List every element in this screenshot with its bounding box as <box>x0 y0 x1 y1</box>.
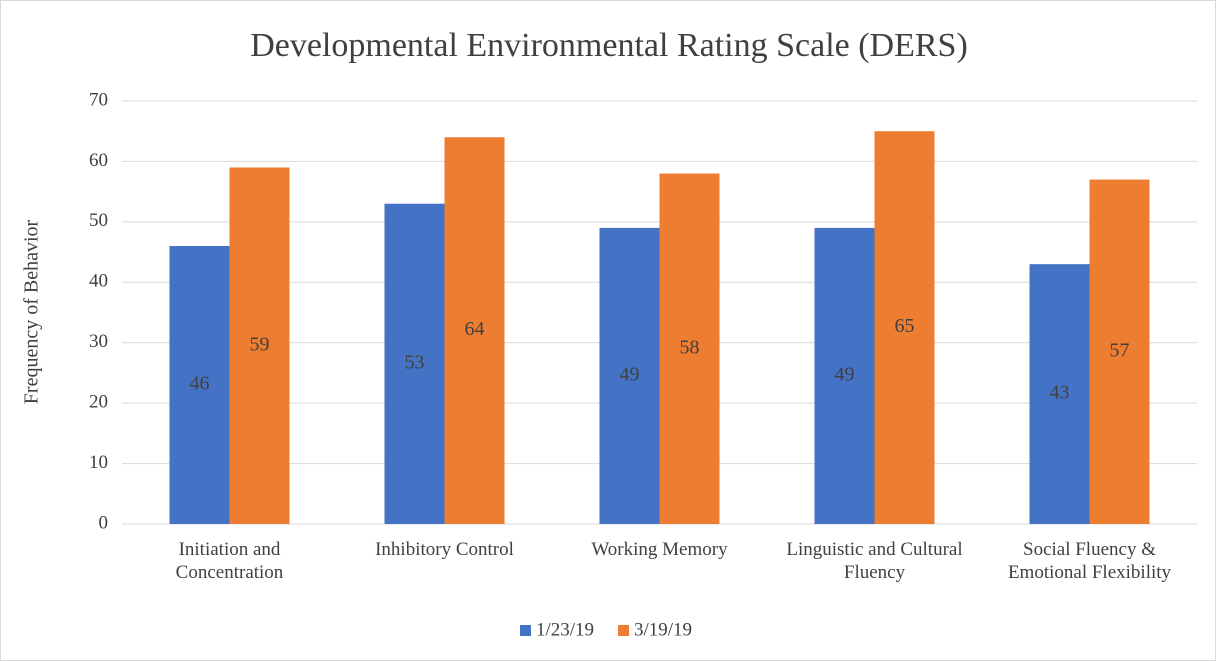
y-tick-label: 40 <box>89 271 108 292</box>
data-label: 65 <box>895 315 915 337</box>
bar <box>599 227 660 524</box>
legend-label: 3/19/19 <box>634 619 692 640</box>
y-tick-label: 30 <box>89 331 108 352</box>
bar <box>1029 264 1090 524</box>
y-tick-label: 10 <box>89 452 108 473</box>
data-label: 53 <box>405 351 425 373</box>
data-label: 49 <box>835 364 855 386</box>
bar <box>229 167 290 524</box>
data-label: 58 <box>680 336 700 358</box>
x-tick-label: Initiation and Concentration <box>175 539 284 583</box>
x-tick-label: Working Memory <box>591 539 728 560</box>
x-tick-label: Inhibitory Control <box>375 539 514 560</box>
y-tick-label: 0 <box>99 512 109 533</box>
chart-title: Developmental Environmental Rating Scale… <box>250 27 968 64</box>
x-tick-label: Linguistic and Cultural Fluency <box>786 539 963 583</box>
data-label: 64 <box>465 318 485 340</box>
bar <box>659 173 720 524</box>
x-tick-label: Social Fluency & Emotional Flexibility <box>1007 539 1172 583</box>
bar <box>1089 179 1150 525</box>
y-tick-label: 70 <box>89 89 108 110</box>
legend-swatch <box>618 625 629 636</box>
y-tick-label: 50 <box>89 210 108 231</box>
data-label: 43 <box>1050 382 1070 404</box>
legend-label: 1/23/19 <box>536 619 594 640</box>
data-label: 59 <box>250 333 270 355</box>
bar <box>444 137 505 524</box>
bar <box>874 131 935 524</box>
y-tick-label: 60 <box>89 150 108 171</box>
bar <box>814 227 875 524</box>
data-label: 57 <box>1110 339 1130 361</box>
y-axis-label: Frequency of Behavior <box>21 219 43 404</box>
bar <box>384 203 445 524</box>
y-tick-label: 20 <box>89 392 108 413</box>
data-label: 49 <box>620 364 640 386</box>
data-label: 46 <box>190 373 210 395</box>
legend-swatch <box>520 625 531 636</box>
bar <box>169 246 230 524</box>
